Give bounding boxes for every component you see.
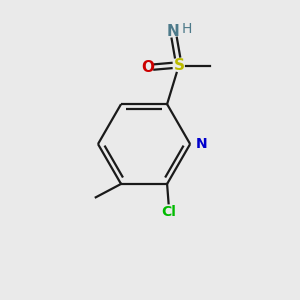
Text: Cl: Cl (161, 205, 176, 219)
Text: O: O (141, 59, 154, 74)
Text: N: N (167, 24, 179, 39)
Text: S: S (173, 58, 184, 73)
Text: H: H (182, 22, 193, 36)
Text: N: N (196, 137, 207, 151)
